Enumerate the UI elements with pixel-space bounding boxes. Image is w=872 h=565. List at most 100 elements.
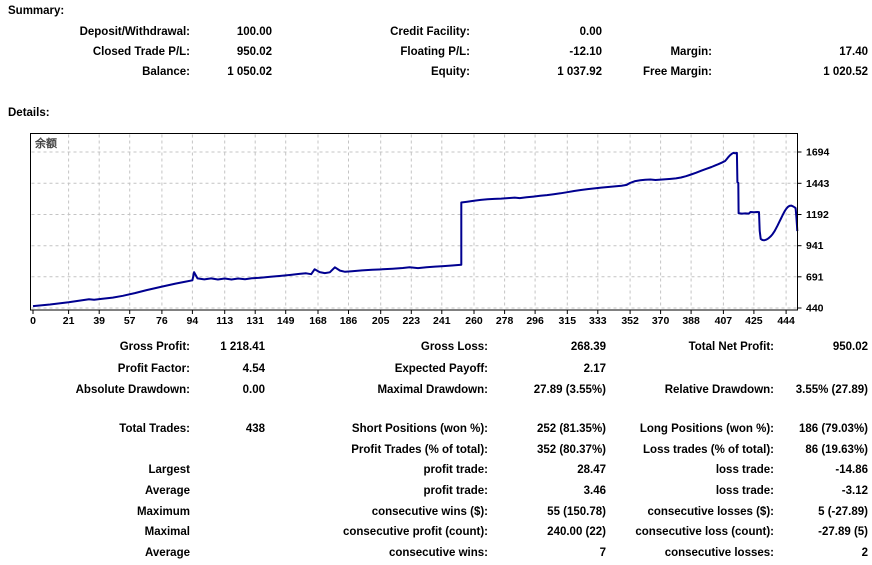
stat-label: Margin: xyxy=(670,46,712,58)
stat-label: consecutive losses ($): xyxy=(647,505,774,518)
stat-value: 0.00 xyxy=(579,26,602,38)
stat-label: profit trade: xyxy=(423,464,488,477)
stat-label xyxy=(602,22,712,42)
stat-label: Free Margin: xyxy=(642,66,712,78)
stat-label: Maximal Drawdown: xyxy=(377,384,488,396)
stat-value: 27.89 (3.55%) xyxy=(533,384,606,396)
stat-label: consecutive losses: xyxy=(664,547,774,560)
stat-value: 950.02 xyxy=(832,341,868,353)
x-tick-label: 425 xyxy=(745,315,763,327)
stat-value xyxy=(190,502,265,523)
stat-value xyxy=(190,440,265,461)
stat-label: Long Positions (won %): xyxy=(639,423,774,435)
summary-row: Deposit/Withdrawal: 100.00 Credit Facili… xyxy=(0,22,868,42)
y-tick-label: 941 xyxy=(806,240,824,252)
stat-label: Gross Profit: xyxy=(119,341,190,353)
stat-label: profit trade: xyxy=(423,485,488,498)
stat-label xyxy=(0,440,190,461)
stat-row: Maximum consecutive wins ($): 55 (150.78… xyxy=(0,502,868,523)
x-tick-label: 57 xyxy=(124,315,136,327)
stat-value: 186 (79.03%) xyxy=(798,423,868,435)
stat-value: 4.54 xyxy=(242,362,265,375)
stat-value: 55 (150.78) xyxy=(547,505,606,518)
stat-label: Closed Trade P/L: xyxy=(92,46,190,58)
stat-value: 1 218.41 xyxy=(220,341,265,353)
stat-value: 268.39 xyxy=(570,341,606,353)
details-stats-top: Gross Profit: 1 218.41 Gross Loss: 268.3… xyxy=(0,337,868,402)
stat-label: Expected Payoff: xyxy=(394,362,488,375)
stat-label: Total Trades: xyxy=(119,423,190,435)
summary-table: Deposit/Withdrawal: 100.00 Credit Facili… xyxy=(0,22,868,82)
x-tick-label: 131 xyxy=(246,315,264,327)
stat-label: Maximum xyxy=(136,505,190,518)
stat-label: Balance: xyxy=(142,66,190,78)
x-tick-label: 149 xyxy=(277,315,295,327)
x-tick-label: 296 xyxy=(526,315,544,327)
y-tick-label: 1694 xyxy=(806,147,830,159)
x-tick-label: 0 xyxy=(30,315,36,327)
stat-label: consecutive wins ($): xyxy=(371,505,488,518)
stat-value xyxy=(190,481,265,502)
x-tick-label: 278 xyxy=(496,315,514,327)
stat-value xyxy=(774,359,868,381)
stat-row: Profit Factor: 4.54 Expected Payoff: 2.1… xyxy=(0,359,868,381)
x-tick-label: 352 xyxy=(621,315,639,327)
stat-row: Maximal consecutive profit (count): 240.… xyxy=(0,522,868,543)
stat-value: 240.00 (22) xyxy=(547,526,606,539)
stat-value: 3.46 xyxy=(583,485,606,498)
summary-row: Balance: 1 050.02 Equity: 1 037.92 Free … xyxy=(0,62,868,82)
stat-label: consecutive wins: xyxy=(388,547,488,560)
x-tick-label: 21 xyxy=(63,315,75,327)
stat-row: Gross Profit: 1 218.41 Gross Loss: 268.3… xyxy=(0,337,868,359)
stat-value: 2.17 xyxy=(583,362,606,375)
x-tick-label: 407 xyxy=(715,315,733,327)
stat-value: 7 xyxy=(599,547,606,560)
stat-value: 5 (-27.89) xyxy=(818,505,868,518)
stat-value: 1 020.52 xyxy=(823,66,868,78)
stat-label: Gross Loss: xyxy=(420,341,488,353)
stat-value: 1 050.02 xyxy=(227,66,272,78)
stat-value: 17.40 xyxy=(839,46,868,58)
y-tick-label: 1192 xyxy=(806,209,829,221)
stat-value: 3.55% (27.89) xyxy=(795,384,868,396)
x-tick-label: 370 xyxy=(652,315,670,327)
x-tick-label: 39 xyxy=(93,315,105,327)
stat-label: Maximal xyxy=(144,526,190,539)
stat-label: Profit Trades (% of total): xyxy=(351,443,488,456)
stat-label: Deposit/Withdrawal: xyxy=(79,26,190,38)
balance-chart: 440 691 941 1192 1443 1694 0 21 39 57 76 94 113 131 14… xyxy=(30,133,830,327)
stat-label: Largest xyxy=(148,464,190,477)
stat-label: Credit Facility: xyxy=(390,26,470,38)
stat-value: 100.00 xyxy=(236,26,272,38)
stat-label: Profit Factor: xyxy=(117,362,190,375)
x-tick-label: 315 xyxy=(559,315,577,327)
stat-value: -14.86 xyxy=(835,464,868,477)
stat-value: 950.02 xyxy=(236,46,272,58)
stat-value xyxy=(190,543,265,564)
x-tick-label: 113 xyxy=(216,315,233,327)
stat-label xyxy=(606,359,774,381)
stat-label: loss trade: xyxy=(715,464,774,477)
stat-label: Equity: xyxy=(431,66,470,78)
summary-heading: Summary: xyxy=(8,5,65,17)
stat-label: Total Net Profit: xyxy=(688,341,774,353)
x-tick-label: 205 xyxy=(372,315,390,327)
x-tick-label: 241 xyxy=(433,315,451,327)
stat-value xyxy=(712,22,868,42)
x-tick-label: 76 xyxy=(156,315,168,327)
x-tick-label: 444 xyxy=(777,315,795,327)
stat-label: Average xyxy=(145,547,190,560)
stat-label: Absolute Drawdown: xyxy=(75,384,190,396)
stat-value: 28.47 xyxy=(577,464,606,477)
stat-value: 2 xyxy=(861,547,868,560)
stat-label: Short Positions (won %): xyxy=(351,423,488,435)
stat-row: Average profit trade: 3.46 loss trade: -… xyxy=(0,481,868,502)
stat-value xyxy=(190,460,265,481)
stat-row: Total Trades: 438 Short Positions (won %… xyxy=(0,419,868,440)
stat-label: consecutive loss (count): xyxy=(635,526,774,539)
stat-value: -12.10 xyxy=(569,46,602,58)
stat-value: 86 (19.63%) xyxy=(805,443,868,456)
stat-row: Profit Trades (% of total): 352 (80.37%)… xyxy=(0,440,868,461)
stat-value: 1 037.92 xyxy=(557,66,602,78)
